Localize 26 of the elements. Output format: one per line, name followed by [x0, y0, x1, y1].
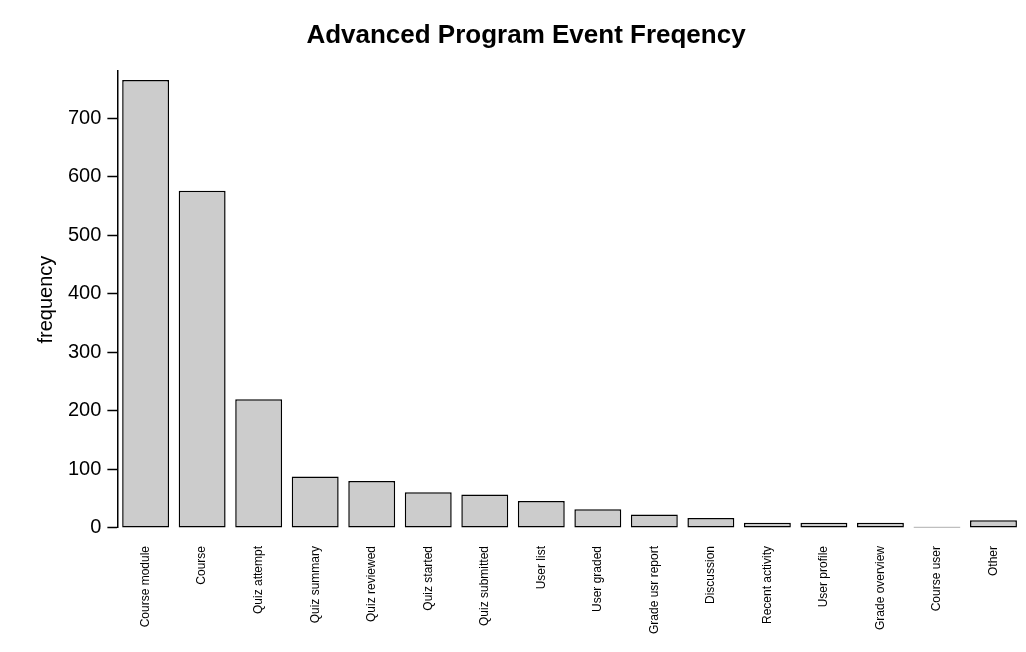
x-tick-label: Course [194, 545, 209, 585]
x-tick-label: User list [533, 545, 548, 590]
y-tick-label: 500 [67, 222, 102, 245]
y-tick-label: 100 [67, 456, 102, 479]
y-tick-label: 300 [67, 339, 102, 362]
y-axis-title: frequency [33, 255, 56, 344]
x-tick-label: Quiz reviewed [364, 545, 379, 622]
y-tick-label: 200 [67, 398, 102, 421]
x-tick-label: User profile [816, 545, 831, 608]
y-tick-label: 700 [67, 105, 102, 128]
x-tick-label: Quiz submitted [477, 545, 492, 627]
y-tick-label: 400 [67, 281, 102, 304]
x-tick-label: Quiz attempt [250, 545, 265, 614]
chart-title: Advanced Program Event Freqency [306, 18, 747, 49]
x-tick-label: Other [985, 545, 1000, 576]
x-tick-label: Quiz summary [307, 545, 322, 624]
y-tick-label: 600 [67, 164, 102, 187]
x-tick-label: User graded [590, 545, 605, 613]
y-tick-label: 0 [90, 515, 102, 538]
x-tick-label: Grade overview [872, 545, 887, 631]
x-tick-label: Course module [137, 545, 152, 628]
x-tick-label: Recent activity [759, 545, 774, 624]
x-tick-label: Course user [929, 545, 944, 612]
x-tick-label: Quiz started [420, 545, 435, 611]
x-tick-label: Grade usr report [646, 545, 661, 635]
x-tick-label: Discussion [703, 545, 718, 604]
